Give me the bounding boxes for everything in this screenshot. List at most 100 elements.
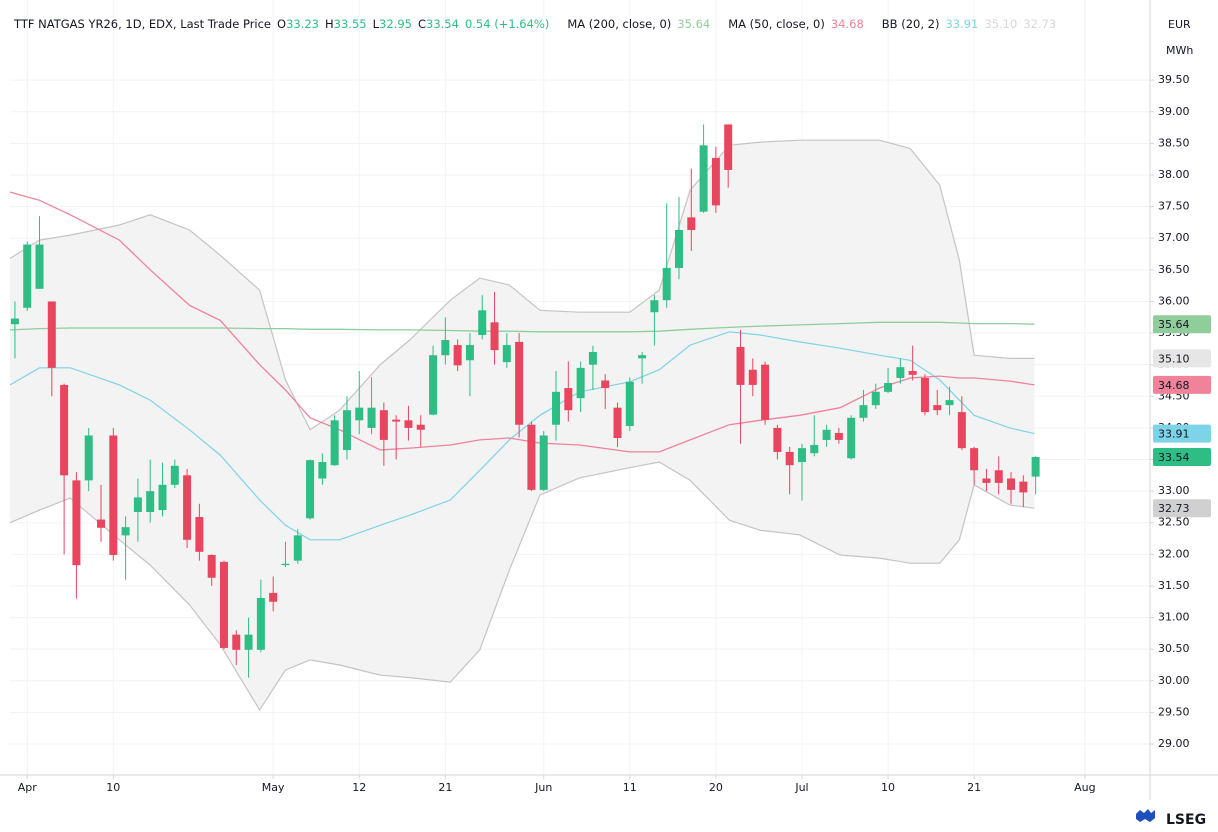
y-tick-label: 37.00 <box>1158 231 1190 244</box>
candle-body <box>146 491 155 512</box>
x-tick-label: 12 <box>352 781 366 794</box>
band-fill <box>10 140 1035 710</box>
candle-body <box>773 427 782 452</box>
legend-item: 33.23 <box>286 17 319 31</box>
candle-body <box>1031 456 1040 477</box>
legend-item: MA (50, close, 0) <box>728 17 825 31</box>
candle-body <box>822 429 831 440</box>
price-badges: 35.10 32.73 35.64 34.68 33.91 33.54 <box>1153 315 1211 518</box>
y-tick-label: 30.50 <box>1158 642 1190 655</box>
x-tick-label: Aug <box>1074 781 1095 794</box>
candle-body <box>97 519 106 528</box>
y-tick-label: 36.50 <box>1158 263 1190 276</box>
candle-body <box>256 597 265 650</box>
legend-item: TTF NATGAS YR26, 1D, EDX, Last Trade Pri… <box>13 17 271 31</box>
candle-body <box>871 391 880 406</box>
band-lower <box>9 461 1035 712</box>
candle-body <box>244 634 253 650</box>
candle-body <box>133 497 142 512</box>
price-badge <box>1153 424 1211 443</box>
candle-body <box>847 417 856 459</box>
y-tick-label: 39.50 <box>1158 73 1190 86</box>
legend-item: 33.55 <box>334 17 367 31</box>
candle-body <box>564 388 573 411</box>
candle-body <box>465 345 474 361</box>
legend-item: 32.95 <box>379 17 412 31</box>
candle-body <box>453 345 462 366</box>
price-badge-label: 34.68 <box>1158 379 1190 392</box>
candle-body <box>797 448 806 463</box>
y-tick-label: 31.00 <box>1158 611 1190 624</box>
candle-body <box>527 424 536 490</box>
legend-item: L <box>373 17 380 31</box>
candle-body <box>908 371 917 375</box>
legend-item: BB (20, 2) <box>882 17 940 31</box>
candle-body <box>785 451 794 466</box>
candle-body <box>207 554 216 578</box>
candle-body <box>674 230 683 268</box>
legend-item: 32.73 <box>1023 17 1056 31</box>
bollinger-bands <box>9 139 1035 712</box>
candle-body <box>1019 481 1028 493</box>
candle-body <box>158 484 167 511</box>
candle-body <box>736 346 745 385</box>
candle-body <box>650 300 659 313</box>
candle-body <box>281 563 290 566</box>
candle-body <box>47 301 56 368</box>
candle-body <box>638 355 647 359</box>
candle-body <box>219 561 228 648</box>
candle-body <box>576 367 585 399</box>
legend-item: 34.68 <box>831 17 864 31</box>
x-tick-label: 21 <box>438 781 452 794</box>
candle-body <box>330 420 339 466</box>
candle-body <box>60 384 69 476</box>
candle-body <box>933 405 942 411</box>
y-tick-label: 38.50 <box>1158 136 1190 149</box>
x-tick-label: May <box>262 781 285 794</box>
candle-body <box>429 355 438 415</box>
candle-body <box>367 407 376 428</box>
candle-body <box>945 400 954 406</box>
ma-line <box>9 321 1035 333</box>
candle-body <box>601 380 610 389</box>
candle-body <box>170 465 179 485</box>
candles <box>10 124 1040 678</box>
price-badge-label: 32.73 <box>1158 502 1190 515</box>
candle-body <box>404 420 413 428</box>
ma-line <box>9 191 1035 453</box>
candle-body <box>232 634 241 650</box>
y-tick-label: 29.00 <box>1158 737 1190 750</box>
candle-body <box>920 377 929 413</box>
price-badge <box>1153 375 1211 394</box>
y-tick-label: 36.00 <box>1158 294 1190 307</box>
candle-body <box>711 157 720 206</box>
legend-header: TTF NATGAS YR26, 1D, EDX, Last Trade Pri… <box>13 17 1056 31</box>
candle-body <box>269 592 278 602</box>
x-tick-label: Jul <box>794 781 808 794</box>
candle-body <box>515 341 524 425</box>
candle-body <box>834 432 843 440</box>
candle-body <box>416 424 425 430</box>
x-tick-label: 11 <box>623 781 637 794</box>
candle-body <box>970 448 979 471</box>
candle-body <box>109 435 118 555</box>
candle-body <box>539 435 548 490</box>
candle-body <box>588 352 597 365</box>
candle-body <box>183 475 192 540</box>
price-badge <box>1153 499 1211 518</box>
brand-logo: LSEG <box>1136 809 1206 828</box>
y-tick-label: 31.50 <box>1158 579 1190 592</box>
candle-body <box>10 318 19 325</box>
candle-body <box>306 460 315 519</box>
candle-body <box>662 267 671 301</box>
x-tick-label: Apr <box>18 781 38 794</box>
candle-body <box>884 383 893 392</box>
candle-body <box>379 410 388 440</box>
logo-mark <box>1136 809 1155 822</box>
candle-body <box>810 444 819 454</box>
brand: LSEG <box>1166 812 1206 828</box>
candle-body <box>490 322 499 351</box>
y-tick-label: 32.50 <box>1158 516 1190 529</box>
candle-body <box>318 462 327 479</box>
